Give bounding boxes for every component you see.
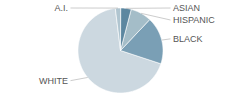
svg-text:A.I.: A.I. bbox=[54, 3, 68, 13]
svg-text:HISPANIC: HISPANIC bbox=[173, 15, 215, 25]
svg-text:BLACK: BLACK bbox=[173, 34, 203, 44]
svg-text:ASIAN: ASIAN bbox=[173, 3, 200, 13]
svg-text:WHITE: WHITE bbox=[39, 76, 68, 86]
